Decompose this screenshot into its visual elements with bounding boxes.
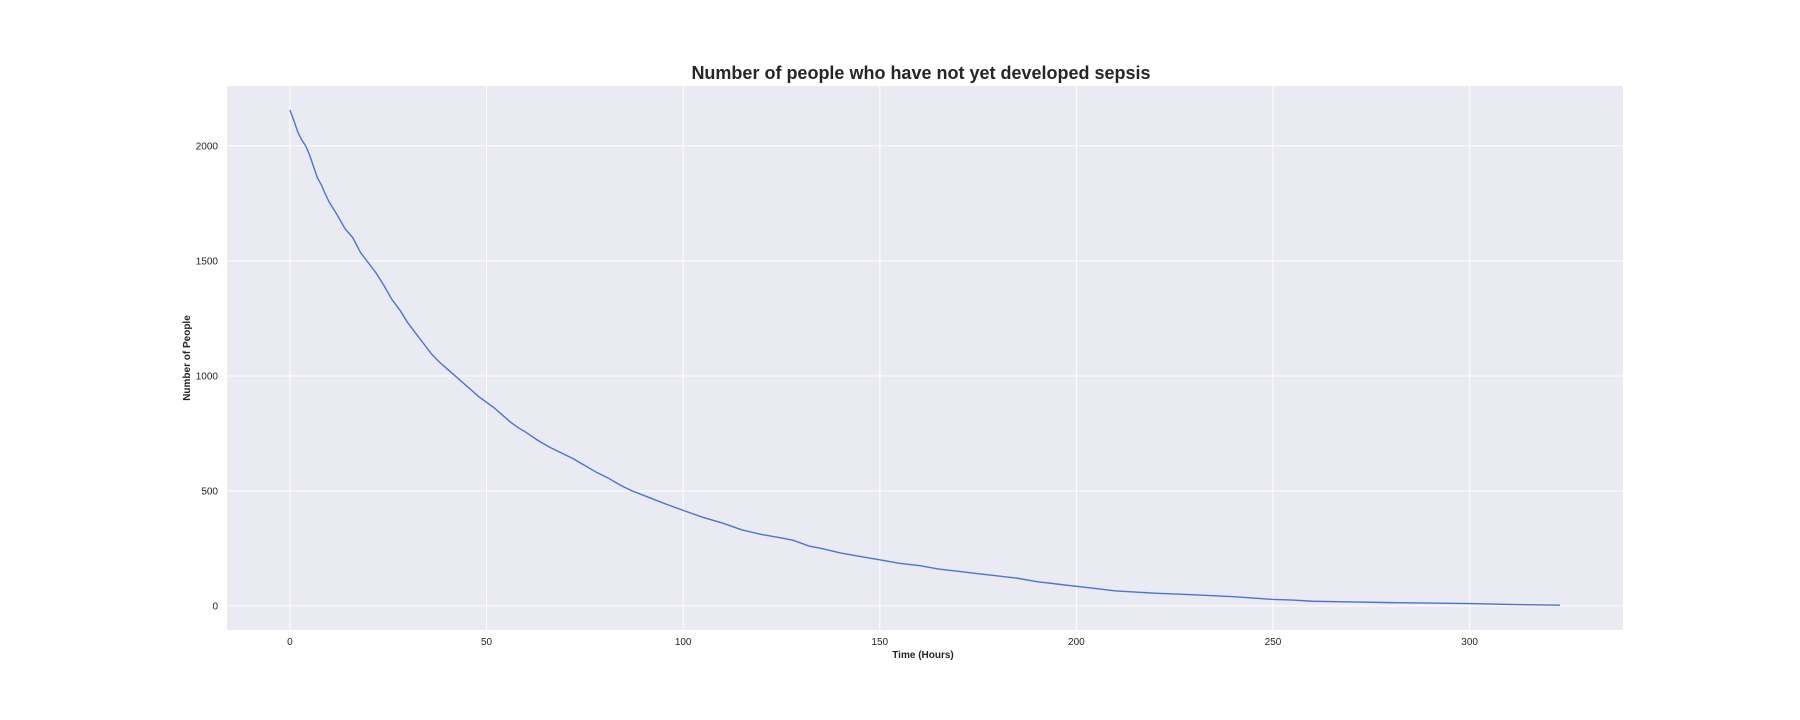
y-tick-label: 2000 (196, 141, 219, 152)
y-tick-label: 0 (212, 601, 218, 612)
x-tick-label: 50 (481, 637, 493, 648)
x-tick-label: 150 (871, 637, 888, 648)
grid (227, 86, 1623, 630)
x-tick-label: 300 (1461, 637, 1478, 648)
x-axis-label: Time (Hours) (892, 650, 954, 661)
chart-title: Number of people who have not yet develo… (691, 63, 1150, 83)
x-tick-label: 100 (675, 637, 692, 648)
y-tick-label: 500 (201, 486, 218, 497)
ticks: 0 50 100 150 200 250 300 0 500 1000 1500 2000 (196, 141, 1479, 648)
y-tick-label: 1500 (196, 256, 219, 267)
y-axis-label: Number of People (182, 315, 193, 401)
x-tick-label: 0 (287, 637, 293, 648)
x-tick-label: 200 (1068, 637, 1085, 648)
plot-background (227, 86, 1623, 630)
series-line (289, 109, 1561, 606)
y-tick-label: 1000 (196, 371, 219, 382)
x-tick-label: 250 (1265, 637, 1282, 648)
